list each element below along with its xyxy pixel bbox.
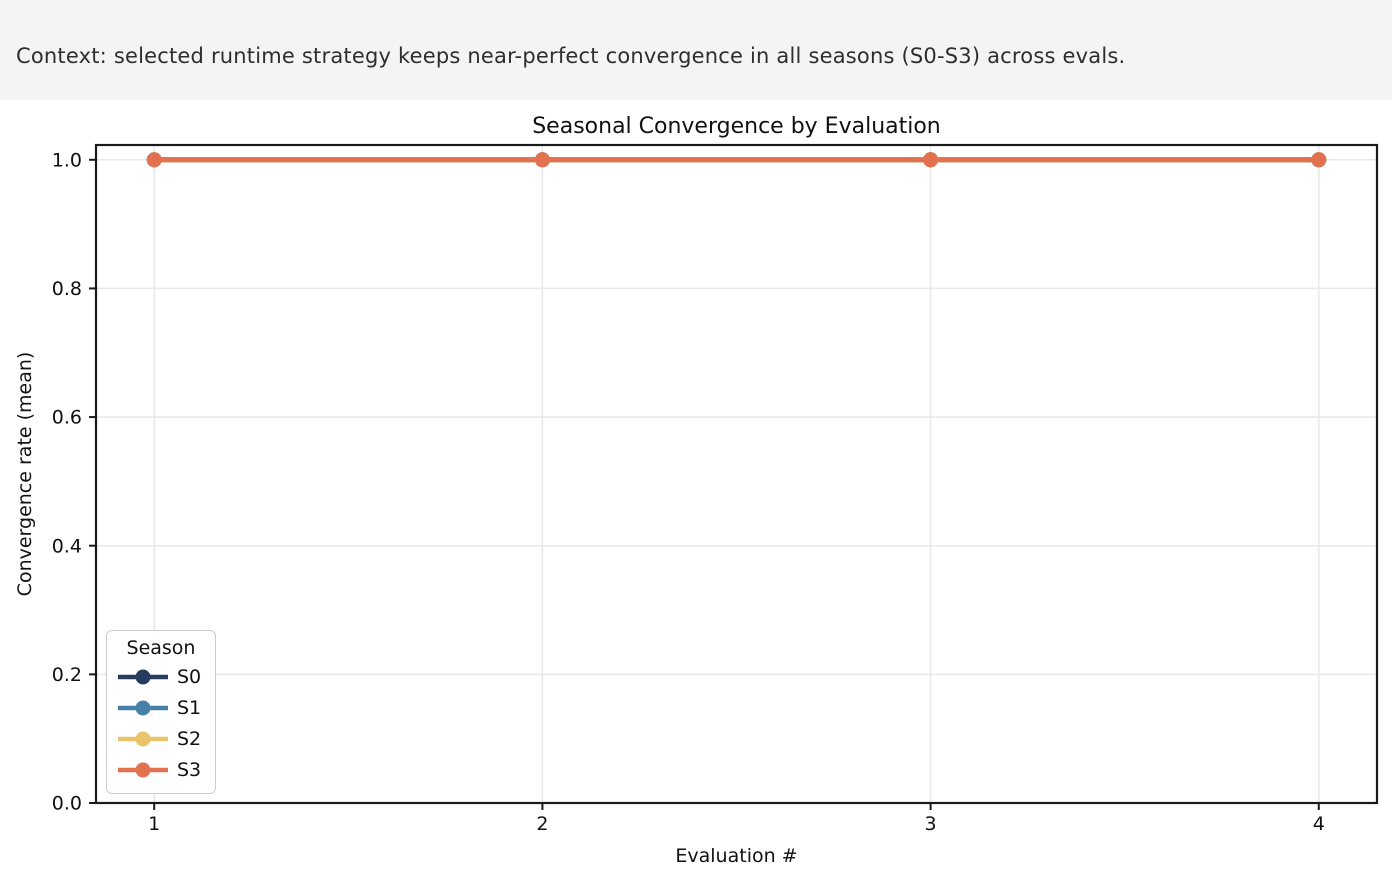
x-tick-label: 4 xyxy=(1313,813,1325,835)
legend-swatch-S2 xyxy=(118,731,168,746)
legend-label: S2 xyxy=(177,727,202,750)
legend-marker-icon xyxy=(135,762,151,777)
x-tick-label: 1 xyxy=(148,813,160,835)
legend-title: Season xyxy=(126,637,196,659)
y-tick-label: 0.2 xyxy=(52,664,82,686)
y-tick-label: 0.6 xyxy=(52,407,82,429)
legend-marker-icon xyxy=(135,731,151,746)
x-axis-label: Evaluation # xyxy=(675,845,798,867)
plot-canvas: 1 2 3 4 0.0 0.2 0.4 0.6 0.8 1.0 xyxy=(52,143,1379,835)
y-axis-label: Convergence rate (mean) xyxy=(14,351,36,597)
y-tick-label: 1.0 xyxy=(52,149,82,171)
context-banner: Context: selected runtime strategy keeps… xyxy=(0,0,1392,100)
legend-marker-icon xyxy=(135,669,151,684)
legend-item-S2: S2 xyxy=(117,723,205,754)
chart-title: Seasonal Convergence by Evaluation xyxy=(532,114,941,139)
series-marker-S3 xyxy=(534,152,550,168)
legend-marker-icon xyxy=(135,700,151,715)
legend-label: S0 xyxy=(177,665,202,688)
legend-swatch-S0 xyxy=(118,669,168,684)
legend-item-S1: S1 xyxy=(117,692,205,723)
series-marker-S3 xyxy=(923,152,939,168)
chart: 1 2 3 4 0.0 0.2 0.4 0.6 0.8 1.0 Seasonal Converge… xyxy=(0,100,1392,884)
y-tick-label: 0.8 xyxy=(52,278,82,300)
plot-border xyxy=(94,143,1379,805)
legend-label: S3 xyxy=(177,758,202,781)
context-banner-text: Context: selected runtime strategy keeps… xyxy=(16,44,1126,68)
legend-items: S0 S1 S2 S3 xyxy=(117,661,205,785)
y-tick-label: 0.0 xyxy=(52,793,82,815)
series-marker-S3 xyxy=(146,152,162,168)
series-marker-S3 xyxy=(1311,152,1327,168)
legend-item-S3: S3 xyxy=(117,754,205,785)
legend-swatch-S1 xyxy=(118,700,168,715)
y-tick-label: 0.4 xyxy=(52,535,82,557)
legend-label: S1 xyxy=(177,696,202,719)
legend: Season S0 S1 S2 S3 xyxy=(106,630,216,794)
x-tick-label: 2 xyxy=(536,813,548,835)
legend-swatch-S3 xyxy=(118,762,168,777)
x-tick-label: 3 xyxy=(925,813,937,835)
legend-item-S0: S0 xyxy=(117,661,205,692)
